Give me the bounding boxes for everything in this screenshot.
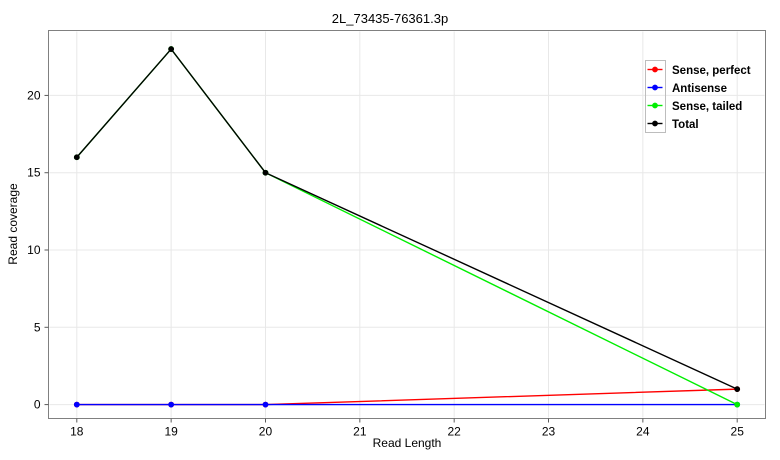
- x-tick-label: 18: [70, 425, 84, 439]
- grid-lines: [49, 31, 765, 418]
- data-point: [168, 401, 175, 408]
- data-point: [73, 154, 80, 161]
- legend-key-marker: [652, 120, 658, 127]
- data-series-layer: [73, 46, 741, 408]
- x-tick-label: 23: [542, 425, 556, 439]
- x-tick-label: 20: [259, 425, 273, 439]
- data-point: [734, 401, 741, 408]
- y-tick-label: 0: [34, 398, 41, 412]
- data-point: [262, 401, 269, 408]
- legend-item-label: Sense, perfect: [672, 65, 751, 77]
- plot-panel: [48, 30, 766, 419]
- y-tick-label: 5: [34, 320, 41, 334]
- y-axis-ticks: 0 5 10 15 20: [27, 88, 49, 412]
- x-axis-label: Read Length: [373, 436, 442, 450]
- x-tick-label: 19: [164, 425, 178, 439]
- chart-legend: Sense, perfect Antisense Sense, tailed Tota…: [645, 60, 751, 133]
- x-axis-ticks: 18 19 20 21 22 23 24 25: [70, 418, 745, 439]
- series-total: [73, 46, 741, 393]
- data-point: [734, 386, 741, 393]
- x-tick-label: 21: [353, 425, 367, 439]
- legend-item-label: Antisense: [672, 83, 727, 95]
- x-tick-label: 22: [447, 425, 461, 439]
- legend-item-label: Sense, tailed: [672, 101, 742, 113]
- legend-key-box: [645, 60, 666, 133]
- series-line: [76, 47, 738, 390]
- y-tick-label: 10: [27, 243, 41, 257]
- data-point: [73, 401, 80, 408]
- x-tick-label: 24: [636, 425, 650, 439]
- chart-title: 2L_73435-76361.3p: [332, 11, 448, 26]
- data-point: [262, 169, 269, 176]
- y-tick-label: 15: [27, 166, 41, 180]
- legend-key-marker: [652, 102, 658, 109]
- y-tick-label: 20: [27, 88, 41, 102]
- y-axis-label: Read coverage: [6, 183, 20, 265]
- legend-key-marker: [652, 84, 658, 91]
- legend-key-marker: [652, 66, 658, 73]
- data-point: [168, 46, 175, 52]
- x-tick-label: 25: [731, 425, 745, 439]
- legend-item-label: Total: [672, 119, 699, 131]
